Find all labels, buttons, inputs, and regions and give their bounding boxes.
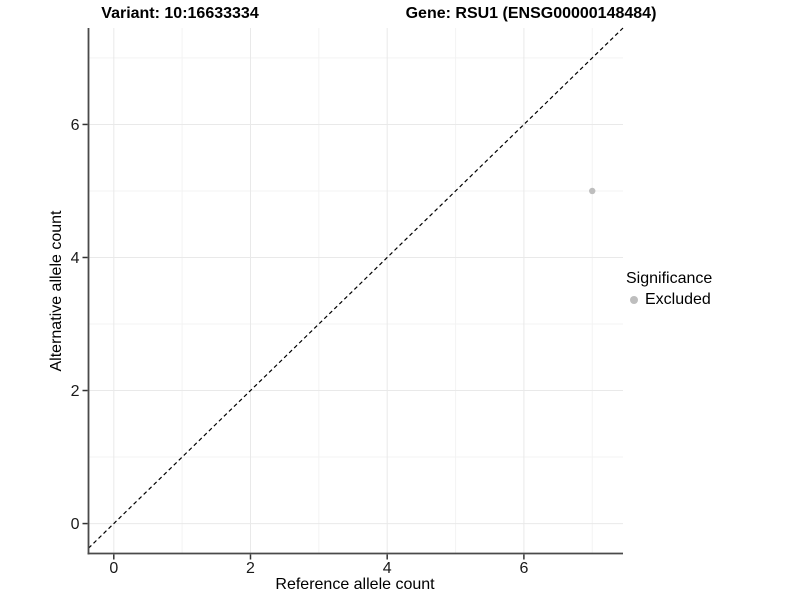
plot-title-gene: Gene: RSU1 (ENSG00000148484) [405,5,657,22]
x-tick-label: 0 [109,560,118,577]
legend-item-label: Excluded [645,291,711,308]
legend-title: Significance [626,270,713,287]
data-point [589,187,596,195]
y-tick-label: 4 [71,250,80,267]
legend: Significance Excluded [626,270,712,309]
x-tick-label: 4 [383,560,392,577]
y-axis-label: Alternative allele count [48,210,65,372]
plot-title-variant: Variant: 10:16633334 [101,5,259,22]
x-axis-label: Reference allele count [275,576,435,593]
y-tick-label: 0 [71,516,80,533]
y-tick-label: 2 [71,383,80,400]
x-tick-label: 6 [519,560,528,577]
x-tick-label: 2 [246,560,255,577]
y-tick-label: 6 [71,117,80,134]
excluded-point-swatch [630,296,638,304]
legend-item-excluded: Excluded [626,291,712,309]
identity-reference-line [88,27,624,549]
